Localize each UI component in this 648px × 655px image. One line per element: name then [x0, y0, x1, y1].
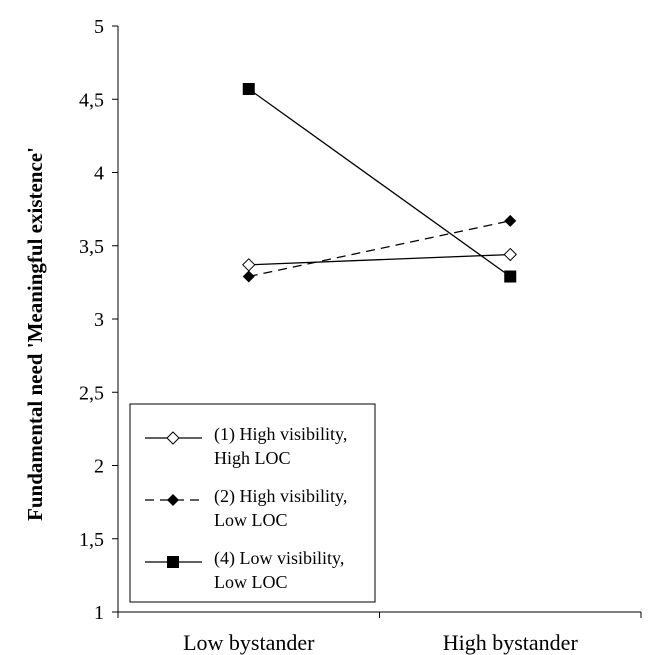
legend-label-3-1: (4) Low visibility, [214, 548, 344, 569]
data-point-s3-2 [504, 270, 517, 283]
y-tick-label: 2 [94, 456, 104, 478]
y-tick-label: 3,5 [79, 236, 104, 258]
legend-label-1-2: High LOC [214, 448, 291, 468]
legend-label-3-2: Low LOC [214, 572, 288, 592]
y-tick-label: 4,5 [79, 89, 104, 111]
y-tick-label: 3 [94, 309, 104, 331]
y-tick-label: 4 [94, 163, 104, 185]
x-tick-label: Low bystander [183, 630, 315, 655]
legend-marker-3 [167, 556, 179, 568]
y-tick-label: 2,5 [79, 382, 104, 404]
series-line-3 [248, 88, 511, 278]
y-tick-label: 1 [94, 602, 104, 624]
y-tick-label: 1,5 [79, 529, 104, 551]
legend: (1) High visibility, High LOC (2) High vis… [129, 403, 376, 603]
data-point-s1-1 [242, 258, 256, 272]
series-line-1 [248, 253, 511, 266]
data-point-s1-2 [503, 247, 517, 262]
legend-label-2-2: Low LOC [214, 510, 288, 530]
axes: 1 1,5 2 2,5 3 3,5 4 4,5 5 Low bystander High bysta… [79, 16, 642, 655]
legend-marker-1 [166, 431, 180, 445]
y-tick-label: 5 [94, 16, 104, 38]
data-point-s2-2 [504, 214, 517, 227]
legend-label-2-1: (2) High visibility, [214, 486, 347, 507]
data-point-s3-1 [242, 82, 255, 95]
x-tick-label: High bystander [443, 630, 579, 655]
y-axis-label: Fundamental need 'Meaningful existence' [23, 147, 47, 521]
legend-marker-2 [167, 494, 179, 506]
data-point-s2-1 [242, 270, 255, 283]
legend-label-1-1: (1) High visibility, [214, 424, 347, 445]
series-layer [242, 82, 517, 283]
